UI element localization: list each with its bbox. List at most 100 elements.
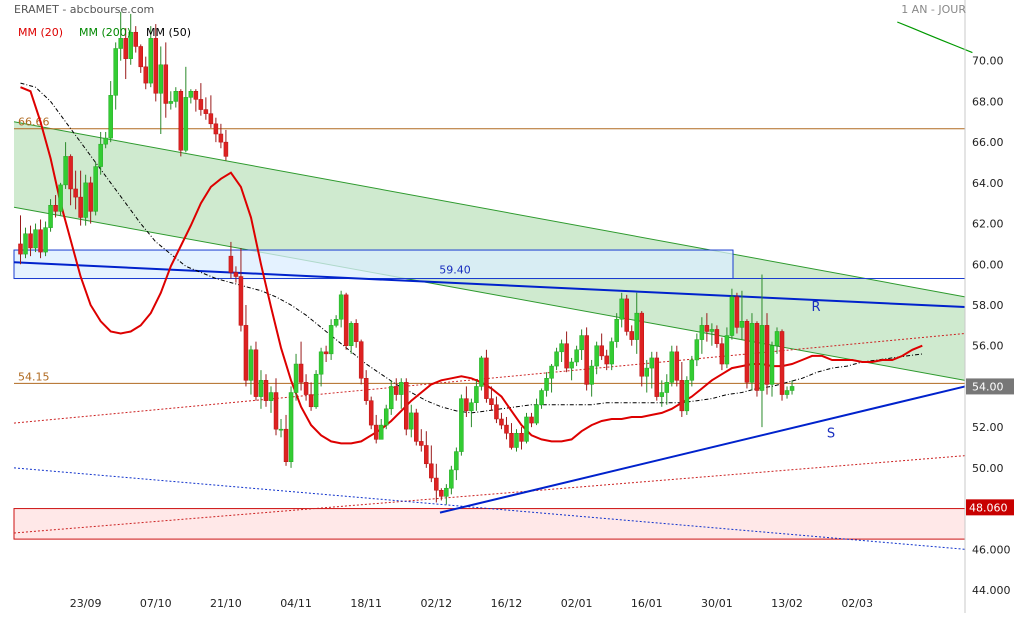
y-tick-label: 68.00 <box>972 95 1004 108</box>
candle-body <box>33 229 38 249</box>
candle-body <box>554 351 559 367</box>
candle-body <box>243 325 249 381</box>
candle-body <box>253 349 259 397</box>
candle-body <box>88 182 93 212</box>
y-tick-label: 50.00 <box>972 462 1004 475</box>
candle-body <box>288 392 294 462</box>
candle-body <box>388 386 394 410</box>
candle-body <box>378 424 384 440</box>
candle-body <box>313 373 319 408</box>
candle-body <box>168 101 174 104</box>
candle-body <box>769 345 775 385</box>
candle-body <box>639 312 644 377</box>
candle-body <box>208 113 214 125</box>
x-tick-label: 04/11 <box>280 597 312 610</box>
candle-body <box>223 141 229 157</box>
candle-body <box>213 123 219 135</box>
candle-body <box>394 386 399 395</box>
candle-body <box>674 351 680 381</box>
candle-body <box>664 382 670 393</box>
candle-body <box>584 335 589 385</box>
candle-body <box>459 398 464 452</box>
candle-body <box>158 64 164 94</box>
candle-body <box>614 319 619 342</box>
candle-body <box>504 424 509 434</box>
candle-body <box>38 229 43 253</box>
channel-upper-line <box>13 121 966 298</box>
candle-body <box>333 319 339 326</box>
candle-body <box>449 469 454 489</box>
candle-body <box>203 109 209 114</box>
candle-body <box>789 386 795 391</box>
x-tick-label: 30/01 <box>701 597 733 610</box>
y-tick-label: 44.000 <box>972 584 1011 597</box>
y-tick-label: 58.00 <box>972 299 1004 312</box>
candle-body <box>263 380 269 401</box>
x-tick-label: 16/12 <box>491 597 523 610</box>
candle-body <box>273 392 279 430</box>
candle-body <box>534 404 539 424</box>
candle-body <box>779 331 785 395</box>
candle-body <box>634 312 639 340</box>
candle-body <box>133 31 138 47</box>
candle-body <box>519 433 524 442</box>
candle-body <box>594 345 599 367</box>
last-price-label: 54.00 <box>972 380 1004 393</box>
candle-body <box>439 490 444 497</box>
candle-body <box>414 412 419 442</box>
support-trendline <box>439 385 966 514</box>
x-tick-label: 23/09 <box>70 597 102 610</box>
candle-body <box>328 325 334 355</box>
resistance-trendline <box>13 261 966 309</box>
chart-title: ERAMET - abcbourse.com <box>14 3 154 16</box>
candle-body <box>514 433 519 448</box>
candle-body <box>343 294 349 346</box>
candle-body <box>53 205 58 212</box>
candle-body <box>649 357 655 369</box>
candle-body <box>73 188 78 198</box>
x-tick-label: 02/01 <box>561 597 593 610</box>
candle-body <box>604 355 609 365</box>
level-label-1: 54.15 <box>18 370 50 383</box>
axes-layer: 70.00 68.00 66.00 64.00 62.00 60.00 58.00 56.00… <box>70 0 1014 613</box>
candle-body <box>58 184 63 212</box>
candle-body <box>559 343 564 353</box>
candle-body <box>238 276 244 326</box>
candles-layer <box>18 11 795 505</box>
candle-body <box>454 451 459 471</box>
candle-body <box>544 378 549 391</box>
candle-body <box>714 329 720 344</box>
candle-body <box>78 196 83 218</box>
legend-ma200: MM (200) <box>79 26 131 39</box>
candle-body <box>524 416 529 442</box>
candle-body <box>23 233 28 255</box>
candle-body <box>409 412 414 430</box>
legend-ma50: MM (50) <box>146 26 191 39</box>
candle-body <box>624 298 629 332</box>
candle-body <box>368 400 374 426</box>
zones-layer <box>13 121 966 540</box>
candle-body <box>659 392 665 397</box>
zone-value-label: 59.40 <box>439 264 471 277</box>
x-tick-label: 02/03 <box>841 597 873 610</box>
candle-body <box>564 343 569 369</box>
candle-body <box>744 321 750 383</box>
candle-body <box>669 351 675 383</box>
candle-body <box>709 329 715 332</box>
candle-body <box>569 361 574 369</box>
candle-body <box>123 38 128 59</box>
candle-body <box>283 428 289 462</box>
candle-body <box>383 408 389 426</box>
candle-body <box>93 166 98 212</box>
candle-body <box>278 428 284 431</box>
level-label-0: 66.66 <box>18 116 50 129</box>
x-tick-label: 02/12 <box>420 597 452 610</box>
candle-body <box>469 402 474 412</box>
support-label: S <box>827 426 835 441</box>
x-tick-label: 13/02 <box>771 597 803 610</box>
y-tick-label: 56.00 <box>972 340 1004 353</box>
candle-body <box>268 392 274 401</box>
candle-body <box>429 463 434 479</box>
candle-body <box>258 380 264 397</box>
